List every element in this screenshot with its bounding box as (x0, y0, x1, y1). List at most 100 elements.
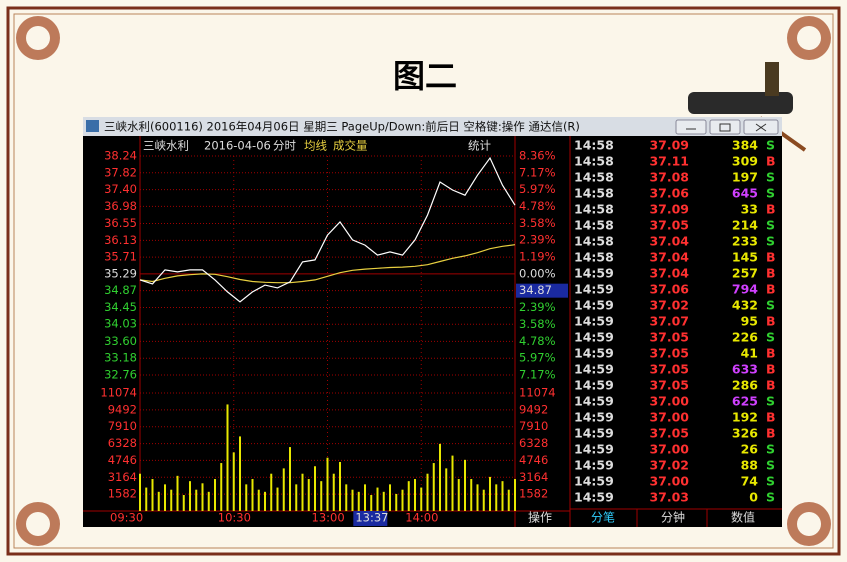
y-tick-label: 34.87 (104, 283, 137, 297)
trade-price: 37.08 (649, 170, 689, 185)
trade-volume: 88 (741, 458, 758, 473)
frame (6, 6, 841, 556)
cursor-price: 34.87 (519, 283, 552, 297)
trade-side: S (766, 474, 775, 489)
y2-tick-label: 4.78% (519, 199, 556, 213)
trade-time: 14:59 (574, 442, 614, 457)
y-tick-label: 33.60 (104, 334, 137, 348)
trade-price: 37.04 (649, 266, 689, 281)
volume-tick-label: 4746 (108, 453, 137, 467)
volume-tick-label-right: 3164 (519, 470, 548, 484)
trade-volume: 309 (732, 154, 758, 169)
x-tick-label: 09:30 (110, 511, 143, 525)
trade-price: 37.05 (649, 362, 689, 377)
y2-tick-label: 1.19% (519, 250, 556, 264)
trade-volume: 625 (732, 394, 758, 409)
trade-side: S (766, 234, 775, 249)
y2-tick-label: 0.00% (519, 266, 556, 280)
frame-inner (13, 13, 834, 549)
trade-price: 37.03 (649, 490, 689, 505)
trade-volume: 192 (732, 410, 758, 425)
trade-time: 14:59 (574, 378, 614, 393)
slide-title: 图二 (393, 57, 457, 95)
y-tick-label: 37.82 (104, 165, 137, 179)
trade-price: 37.00 (649, 394, 689, 409)
trade-volume: 33 (741, 202, 758, 217)
trade-time: 14:58 (574, 234, 614, 249)
trade-price: 37.06 (649, 282, 689, 297)
trade-volume: 226 (732, 330, 758, 345)
y2-tick-label: 5.97% (519, 182, 556, 196)
trade-time: 14:58 (574, 250, 614, 265)
y-tick-label: 37.40 (104, 182, 137, 196)
trade-price: 37.09 (649, 138, 689, 153)
period: 分时 (273, 139, 296, 153)
volume-tick-label-right: 6328 (519, 436, 548, 450)
trade-side: B (766, 410, 776, 425)
y-tick-label: 35.71 (104, 250, 137, 264)
trade-volume: 645 (732, 186, 758, 201)
trade-side: B (766, 154, 776, 169)
avg-label: 均线 (304, 139, 327, 153)
trade-price: 37.07 (649, 314, 689, 329)
trade-price: 37.11 (649, 154, 689, 169)
trade-side: S (766, 394, 775, 409)
operate-button[interactable]: 操作 (528, 510, 552, 525)
y2-tick-label: 7.17% (519, 165, 556, 179)
y2-tick-label: 5.97% (519, 351, 556, 365)
volume-tick-label: 11074 (100, 386, 137, 400)
y2-tick-label: 2.39% (519, 300, 556, 314)
trade-time: 14:59 (574, 490, 614, 505)
trade-volume: 0 (749, 490, 758, 505)
average-line (139, 244, 516, 284)
trade-side: S (766, 186, 775, 201)
y2-tick-label: 7.17% (519, 368, 556, 382)
y-tick-label: 38.24 (104, 149, 137, 163)
volume-tick-label-right: 4746 (519, 453, 548, 467)
trade-volume: 26 (741, 442, 759, 457)
trade-side: S (766, 490, 775, 505)
window-controls[interactable] (675, 119, 779, 135)
x-tick-label: 14:00 (405, 511, 438, 525)
trade-side: S (766, 138, 775, 153)
tab[interactable]: 分笔 (591, 510, 615, 525)
trade-time: 14:58 (574, 138, 614, 153)
y2-tick-label: 8.36% (519, 149, 556, 163)
trade-volume: 233 (732, 234, 758, 249)
stats[interactable]: 统计 (468, 139, 491, 153)
trade-side: B (766, 250, 776, 265)
volume-tick-label-right: 1582 (519, 487, 548, 501)
trade-side: B (766, 202, 776, 217)
tab[interactable]: 分钟 (661, 510, 685, 525)
trade-price: 37.05 (649, 330, 689, 345)
trade-volume: 41 (741, 346, 758, 361)
trade-side: B (766, 282, 776, 297)
app-icon (86, 120, 99, 132)
trade-time: 14:58 (574, 202, 614, 217)
trade-volume: 794 (732, 282, 758, 297)
volume-tick-label: 7910 (108, 419, 137, 433)
trade-time: 14:58 (574, 218, 614, 233)
trade-side: S (766, 218, 775, 233)
trade-time: 14:59 (574, 314, 614, 329)
tab[interactable]: 数值 (731, 510, 755, 525)
trade-time: 14:59 (574, 426, 614, 441)
trade-price: 37.05 (649, 218, 689, 233)
trade-volume: 95 (741, 314, 758, 329)
trade-price: 37.04 (649, 250, 689, 265)
trade-side: B (766, 378, 776, 393)
trade-volume: 257 (732, 266, 758, 281)
y-tick-label: 32.76 (104, 368, 137, 382)
trade-time: 14:59 (574, 458, 614, 473)
trade-volume: 326 (732, 426, 758, 441)
trade-time: 14:58 (574, 170, 614, 185)
trade-time: 14:59 (574, 282, 614, 297)
title-bar (83, 117, 782, 136)
trade-side: S (766, 442, 775, 457)
trade-side: B (766, 314, 776, 329)
price-line (139, 156, 516, 303)
trade-volume: 197 (732, 170, 758, 185)
trade-price: 37.05 (649, 426, 689, 441)
trade-price: 37.06 (649, 186, 689, 201)
